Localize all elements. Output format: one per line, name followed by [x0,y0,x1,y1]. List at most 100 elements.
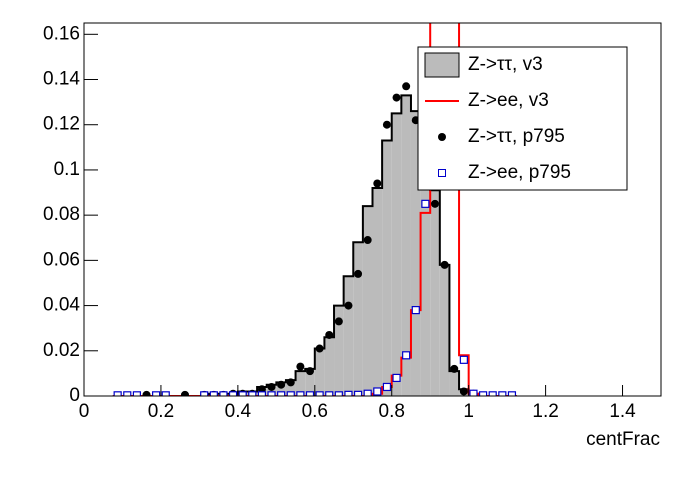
data-point [469,389,478,396]
data-point [219,391,228,396]
data-point [228,391,238,396]
data-point [450,364,459,373]
data-point [132,391,141,396]
data-point [344,390,353,396]
data-point [353,390,363,396]
data-point [257,391,267,396]
y-tick-label: 0.04 [43,295,80,316]
x-tick-label: 1 [463,401,474,422]
histogram-bar [439,264,450,396]
y-tick-label: 0.08 [43,204,80,225]
data-point [305,367,314,376]
histogram-bar [295,371,306,396]
data-point [257,385,266,394]
data-point [277,391,286,396]
data-point [296,391,305,396]
x-axis-label: centFrac [586,429,660,450]
y-tick-label: 0.1 [54,159,80,180]
data-point [507,391,517,396]
x-tick-label: 0.2 [148,401,174,422]
histogram-bar [324,337,335,396]
data-point [478,391,488,396]
data-point [334,391,343,396]
histogram-bar [372,188,383,396]
histogram-bar [353,242,363,396]
data-point [373,179,382,188]
x-tick-label: 1.4 [609,401,636,422]
histogram-bar [420,167,431,396]
data-point [431,199,440,208]
frame [83,22,662,397]
data-point [123,391,132,396]
data-point [440,260,449,269]
histogram-bar [276,382,286,396]
y-tick-label: 0.14 [43,69,80,90]
data-point [267,382,276,391]
x-tick-label: 1.2 [532,401,558,422]
x-tick-label: 0.6 [302,401,328,422]
data-point [142,390,151,396]
data-point [392,93,401,102]
legend-label: Z->ττ, p795 [468,126,565,147]
data-point [421,199,430,208]
data-point [200,391,209,396]
legend: Z->ττ, v3 Z->ee, v3 Z->ττ, p795 Z->ee, p795 [417,46,628,191]
data-point [334,317,343,326]
data-point [392,373,401,383]
x-tick-label: 0.4 [225,401,252,422]
histogram-bar [285,380,296,396]
x-tick-label: 0 [79,401,90,422]
y-tick-label: 0.06 [43,249,80,270]
histogram-bar [314,348,325,396]
data-point [498,391,507,396]
data-point [161,391,170,396]
plot-area [112,23,517,396]
data-point [113,391,122,396]
data-point [488,391,497,396]
histogram-bar [305,368,315,396]
data-point [209,391,218,396]
legend-label: Z->ττ, v3 [468,54,543,75]
legend-symbol [438,169,446,177]
data-point [296,362,305,371]
histogram-bar [382,140,392,396]
data-point [354,269,363,278]
data-point [238,391,247,396]
data-point [402,82,411,91]
data-point [411,305,420,315]
data-point [459,355,468,364]
legend-label: Z->ee, p795 [468,162,571,183]
y-tick-label: 0.12 [43,114,80,135]
legend-symbol [438,133,446,141]
data-point [267,391,276,396]
histogram-bar [343,276,354,396]
histogram-bar [362,206,373,396]
data-point [248,391,257,396]
legend-label: Z->ee, v3 [468,90,549,111]
data-point [402,351,411,360]
data-point [459,387,468,396]
legend-symbol [424,52,460,78]
data-point [315,391,324,396]
x-tick-label: 0.8 [379,401,405,422]
y-tick-label: 0.16 [43,23,80,44]
histogram-bar [410,111,421,396]
y-tick-label: 0.02 [43,340,80,361]
data-point [315,344,324,353]
data-point [286,391,295,396]
histogram-bar [401,95,411,396]
data-point [363,236,372,245]
histogram-bar [334,305,344,396]
y-tick-label: 0 [69,385,80,406]
data-point [373,387,382,396]
data-point [382,120,391,129]
histogram-bar [391,113,402,396]
data-point [305,391,315,396]
data-point [325,391,334,396]
data-point [344,301,353,310]
data-point [277,380,286,389]
data-point [363,389,372,396]
histogram-bar [449,371,460,396]
